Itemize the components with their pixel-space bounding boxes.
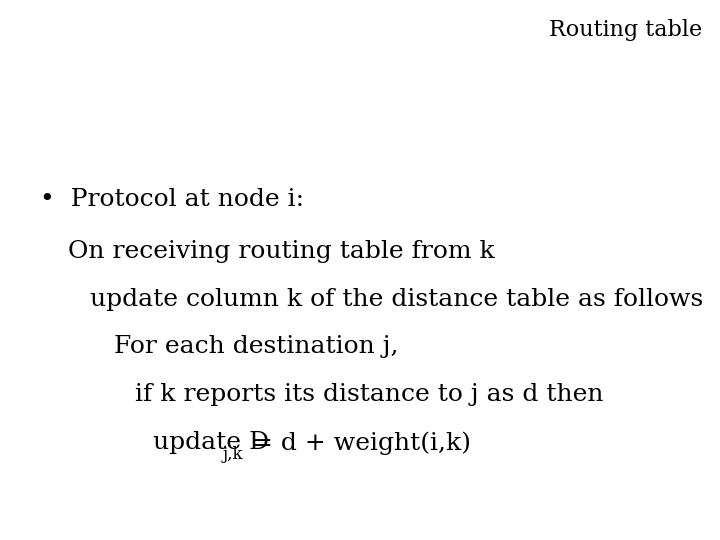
Text: For each destination j,: For each destination j, [114,335,398,358]
Text: j,k: j,k [222,446,243,463]
Text: Routing table: Routing table [549,19,702,41]
Text: = d + weight(i,k): = d + weight(i,k) [244,431,471,455]
Text: update column k of the distance table as follows: update column k of the distance table as… [90,288,703,311]
Text: •  Protocol at node i:: • Protocol at node i: [40,188,304,211]
Text: if k reports its distance to j as d then: if k reports its distance to j as d then [135,383,604,406]
Text: update D: update D [153,431,269,454]
Text: On receiving routing table from k: On receiving routing table from k [68,240,495,262]
